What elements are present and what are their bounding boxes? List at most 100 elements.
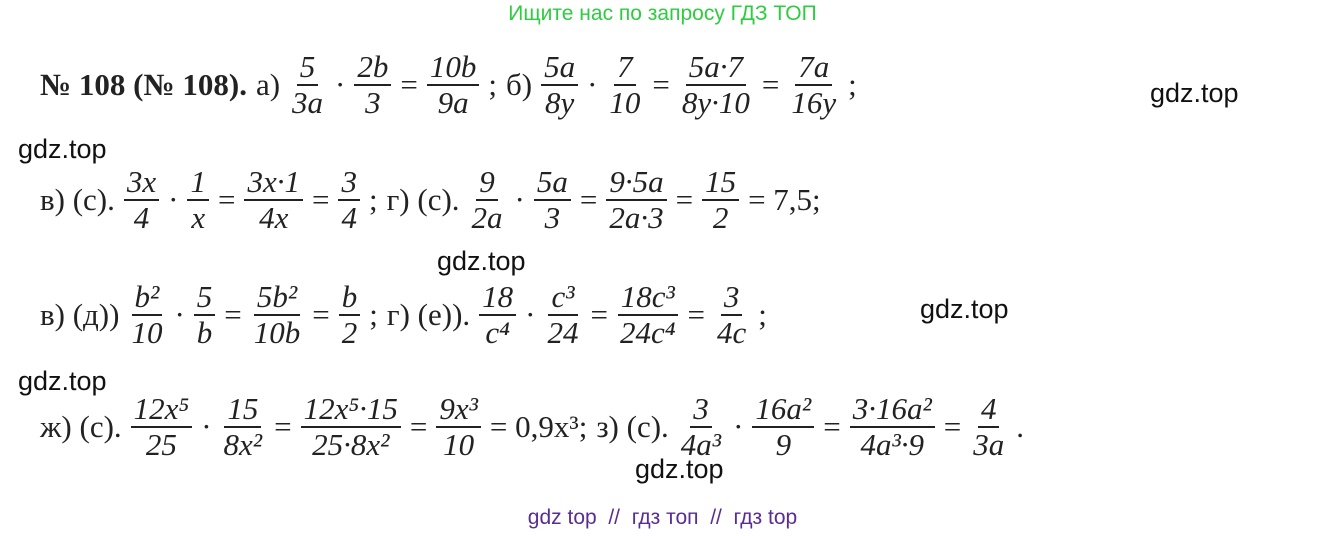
fraction: 4 3a <box>970 391 1007 463</box>
fraction: 9 2a <box>469 164 506 236</box>
math-text: · <box>733 409 744 445</box>
denominator: 24c⁴ <box>619 315 676 351</box>
fraction: 3x·1 4x <box>244 164 303 235</box>
fraction: 3·16a² 4a³·9 <box>849 391 935 462</box>
math-text: = <box>217 182 236 218</box>
denominator: 2a·3 <box>609 200 664 236</box>
math-text: = <box>687 297 705 333</box>
denominator: c⁴ <box>485 315 510 351</box>
math-text: = <box>224 297 242 333</box>
math-text: ; <box>488 67 497 103</box>
numerator: 9·5a <box>606 164 667 202</box>
math-text: ; <box>848 67 857 103</box>
math-text: = <box>312 297 330 333</box>
numerator: 5 <box>296 49 319 87</box>
fraction: 5a·7 8y·10 <box>679 49 753 120</box>
numerator: 12x⁵·15 <box>300 391 401 429</box>
numerator: 18 <box>479 279 517 317</box>
fraction: b² 10 <box>128 279 165 350</box>
fraction: 3x 4 <box>123 164 160 236</box>
denominator: 4a³ <box>680 427 722 463</box>
numerator: 3·16a² <box>849 391 935 429</box>
numerator: 18c³ <box>617 279 678 317</box>
numerator: 7 <box>614 49 636 87</box>
fraction: 9x³ 10 <box>436 391 481 463</box>
denominator: 3 <box>544 200 561 236</box>
math-text: · <box>201 409 212 445</box>
numerator: 1 <box>187 164 209 202</box>
math-text: · <box>174 297 185 333</box>
denominator: 24 <box>547 315 579 351</box>
denominator: 3 <box>365 85 381 121</box>
math-text: з) (с). <box>596 409 669 445</box>
fraction: 3 4a³ <box>678 391 724 463</box>
math-text: = <box>943 409 962 445</box>
denominator: 4 <box>133 200 150 236</box>
watermark: gdz.top <box>18 134 107 164</box>
math-text: = <box>761 67 780 103</box>
math-text: = <box>409 409 428 445</box>
watermark: gdz.top <box>920 294 1009 324</box>
numerator: b² <box>131 279 163 317</box>
numerator: 10b <box>426 49 480 87</box>
math-text: в) (д)) <box>40 297 120 333</box>
numerator: 3x <box>123 164 160 202</box>
math-text: · <box>335 67 346 103</box>
numerator: 5 <box>193 279 216 317</box>
fraction: 10b 9a <box>426 49 480 121</box>
fraction: 15 2 <box>702 164 740 236</box>
denominator: 9a <box>437 85 469 121</box>
footer[interactable]: gdz top // гдз топ // гдз top <box>527 506 798 529</box>
numerator: 4 <box>977 391 1000 429</box>
fraction: 3 4c <box>714 279 749 351</box>
math-text: · <box>168 182 179 218</box>
fraction: c³ 24 <box>544 279 581 351</box>
denominator: 4 <box>341 200 357 236</box>
numerator: 16a² <box>752 391 815 429</box>
numerator: 5b² <box>253 279 301 317</box>
math-text: · <box>587 67 598 103</box>
math-text: ; <box>368 182 378 218</box>
numerator: 3 <box>690 391 712 429</box>
math-text: г) (е)). <box>386 297 471 333</box>
numerator: b <box>338 279 361 317</box>
numerator: c³ <box>548 279 578 317</box>
denominator: 10 <box>609 85 641 121</box>
denominator: 16y <box>791 85 837 121</box>
fraction: 18c³ 24c⁴ <box>617 279 679 351</box>
numerator: 2b <box>354 49 392 87</box>
math-text: ; <box>369 297 378 333</box>
denominator: x <box>191 200 206 236</box>
denominator: 10 <box>443 427 475 463</box>
header: Ищите нас по запросу ГДЗ ТОП <box>508 2 817 25</box>
denominator: 25 <box>145 427 177 463</box>
fraction: 5b² 10b <box>251 279 304 350</box>
denominator: 25·8x² <box>312 427 390 463</box>
math-text: . <box>1016 409 1024 445</box>
math-text: = <box>675 182 694 218</box>
math-text: = <box>274 409 292 445</box>
numerator: 15 <box>224 391 262 429</box>
fraction: 5a 3 <box>533 164 571 236</box>
denominator: 2 <box>712 200 729 236</box>
math-text: · <box>514 182 525 218</box>
math-text: · <box>525 297 536 333</box>
math-text: = <box>579 182 598 218</box>
numerator: 15 <box>702 164 740 202</box>
fraction: 5 3a <box>289 49 326 121</box>
numerator: 3 <box>338 164 360 202</box>
math-text: г) (с). <box>386 182 460 218</box>
denominator: 3a <box>973 427 1005 463</box>
math-text: б) <box>505 67 533 103</box>
math-text: = <box>652 67 670 103</box>
denominator: 4c <box>717 315 747 351</box>
fraction: 7 10 <box>606 49 643 121</box>
numerator: 12x⁵ <box>130 391 193 429</box>
fraction: 12x⁵·15 25·8x² <box>300 391 401 463</box>
math-text: = <box>590 297 608 333</box>
denominator: 3a <box>292 85 324 121</box>
denominator: 2a <box>471 200 503 236</box>
watermark: gdz.top <box>635 454 724 484</box>
watermark: gdz.top <box>1150 78 1239 108</box>
